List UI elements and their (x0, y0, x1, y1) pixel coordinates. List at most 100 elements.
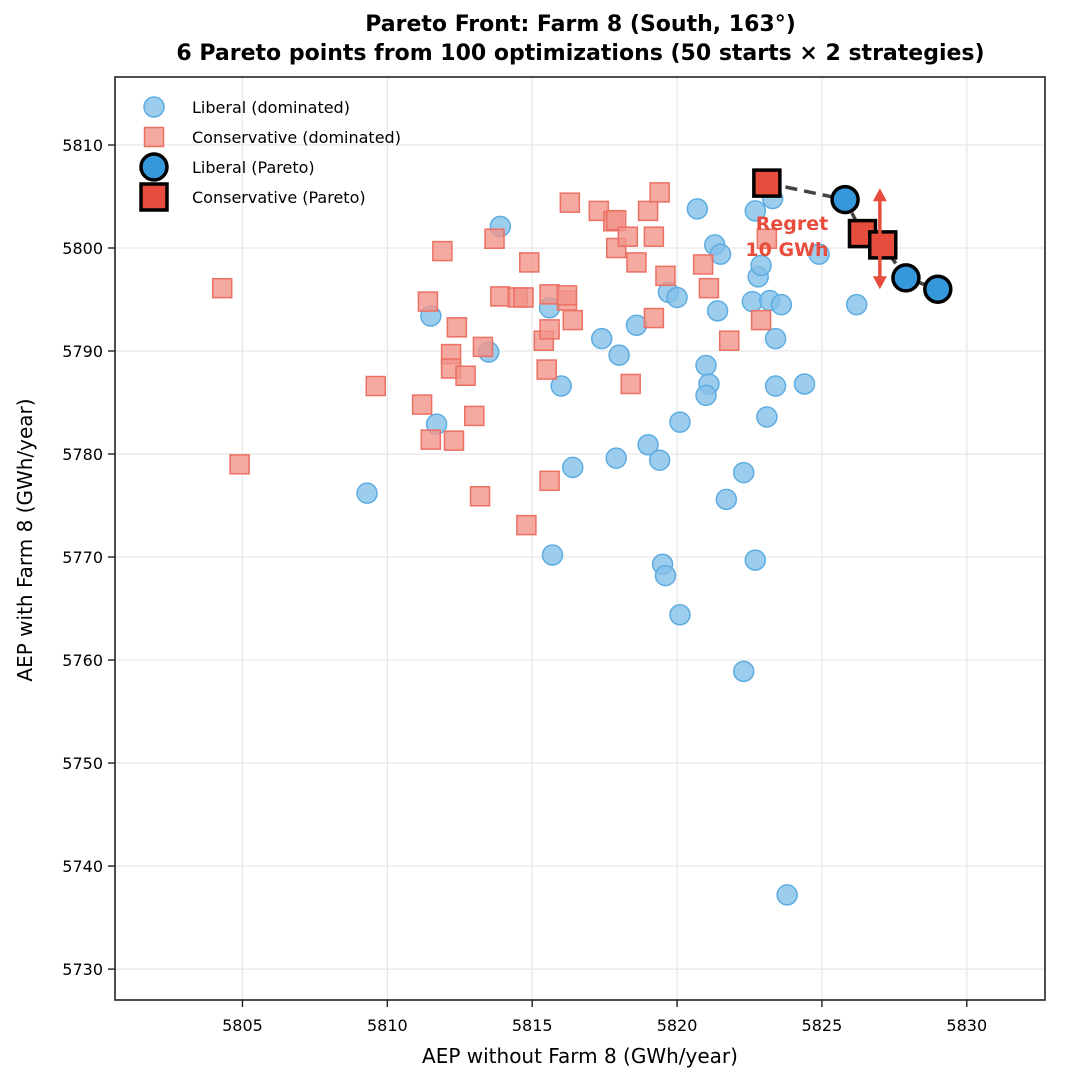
conservative-dominated-point (556, 285, 578, 306)
conservative-dominated-point (643, 226, 665, 247)
liberal-dominated-point (793, 373, 816, 395)
liberal-dominated-point (666, 286, 688, 309)
legend: Liberal (dominated) Conservative (dominat… (139, 96, 401, 212)
conservative-dominated-point (417, 291, 439, 312)
y-tick-label: 5750 (62, 754, 103, 773)
conservative-dominated-point (698, 277, 720, 299)
liberal-pareto-point (830, 184, 860, 215)
y-axis-label: AEP with Farm 8 (GWh/year) (13, 398, 37, 681)
x-tick-label: 5815 (512, 1016, 553, 1035)
conservative-dominated-point (516, 514, 537, 536)
y-tick-label: 5790 (62, 342, 103, 361)
x-axis-ticks: 5805 5810 5815 5820 5825 5830 (222, 1000, 987, 1035)
liberal-dominated-point (541, 544, 564, 566)
liberal-dominated-point (669, 603, 691, 626)
liberal-dominated-point (686, 198, 709, 220)
conservative-dominated-point (756, 228, 778, 249)
liberal-dominated-point (764, 375, 787, 397)
legend-marker-square-icon (143, 126, 165, 148)
conservative-dominated-point (539, 284, 560, 305)
conservative-dominated-point (229, 454, 250, 475)
conservative-dominated-point (513, 287, 534, 308)
legend-label: Conservative (dominated) (192, 128, 401, 147)
conservative-dominated-point (432, 240, 453, 262)
liberal-dominated-point (669, 411, 691, 433)
conservative-dominated-point (562, 309, 584, 331)
legend-marker-circle-icon (143, 96, 165, 118)
liberal-dominated-point (695, 354, 717, 377)
conservative-dominated-point (455, 365, 476, 386)
conservative-dominated-point (750, 309, 772, 331)
data-points (211, 168, 953, 906)
liberal-dominated-point (648, 449, 671, 471)
x-tick-label: 5810 (367, 1016, 408, 1035)
liberal-dominated-point (356, 482, 378, 504)
conservative-dominated-point (446, 317, 468, 338)
liberal-pareto-point (923, 274, 953, 304)
conservative-dominated-point (519, 252, 540, 273)
liberal-dominated-point (764, 327, 787, 350)
conservative-dominated-point (472, 336, 494, 358)
liberal-dominated-point (808, 243, 830, 265)
plot-frame (114, 76, 1046, 1001)
legend-marker-circle-icon (139, 152, 169, 182)
chart-subtitle: 6 Pareto points from 100 optimizations (… (176, 41, 985, 66)
liberal-dominated-point (654, 564, 677, 587)
liberal-dominated-point (756, 406, 778, 428)
y-tick-label: 5760 (62, 651, 103, 670)
y-tick-label: 5800 (62, 239, 103, 258)
conservative-dominated-point (443, 430, 465, 451)
chart-title-line1: Pareto Front: Farm 8 (South, 163°) (365, 12, 796, 37)
conservative-dominated-point (490, 286, 511, 307)
liberal-dominated-point (590, 327, 613, 350)
y-tick-label: 5780 (62, 445, 103, 464)
conservative-dominated-point (559, 192, 581, 213)
conservative-dominated-point (539, 470, 560, 492)
chart-title: Pareto Front: Farm 8 (South, 163°) 6 Par… (0, 10, 1091, 68)
conservative-dominated-point (469, 486, 491, 507)
y-tick-label: 5740 (62, 857, 103, 876)
regret-value: 10 GWh (745, 239, 828, 261)
y-tick-label: 5730 (62, 960, 103, 979)
liberal-dominated-point (732, 660, 755, 683)
liberal-dominated-point (776, 884, 798, 906)
conservative-dominated-point (649, 182, 670, 203)
y-tick-label: 5770 (62, 548, 103, 567)
conservative-pareto-point (752, 168, 782, 198)
liberal-dominated-point (625, 314, 648, 337)
conservative-dominated-point (211, 277, 233, 299)
regret-annotation: Regret 10 GWh (745, 188, 887, 290)
conservative-dominated-point (420, 429, 442, 450)
y-axis-ticks: 5730 5740 5750 5760 5770 5780 5790 5800 5810 (62, 136, 115, 979)
conservative-pareto-point (868, 230, 898, 260)
liberal-dominated-point (550, 375, 572, 397)
conservative-dominated-point (411, 394, 433, 415)
conservative-dominated-point (626, 252, 647, 273)
conservative-dominated-point (692, 254, 714, 275)
legend-label: Conservative (Pareto) (192, 188, 366, 207)
conservative-dominated-point (464, 405, 485, 427)
liberal-dominated-point (706, 300, 729, 322)
x-tick-label: 5830 (946, 1016, 987, 1035)
liberal-dominated-point (608, 344, 630, 366)
legend-label: Liberal (dominated) (192, 98, 350, 117)
liberal-dominated-point (637, 434, 659, 456)
liberal-dominated-point (709, 243, 732, 265)
regret-label: Regret (756, 213, 828, 235)
conservative-dominated-point (655, 265, 676, 287)
legend-marker-square-icon (139, 182, 169, 212)
legend-label: Liberal (Pareto) (192, 158, 315, 177)
liberal-dominated-point (695, 384, 717, 407)
liberal-dominated-point (845, 293, 868, 316)
x-tick-label: 5805 (222, 1016, 263, 1035)
conservative-dominated-point (637, 200, 659, 222)
liberal-dominated-point (715, 488, 738, 511)
conservative-dominated-point (605, 209, 627, 231)
liberal-dominated-point (744, 549, 767, 571)
conservative-dominated-point (718, 330, 740, 351)
x-tick-label: 5820 (657, 1016, 698, 1035)
liberal-dominated-point (750, 254, 772, 277)
x-tick-label: 5825 (802, 1016, 843, 1035)
conservative-dominated-point (536, 359, 557, 380)
